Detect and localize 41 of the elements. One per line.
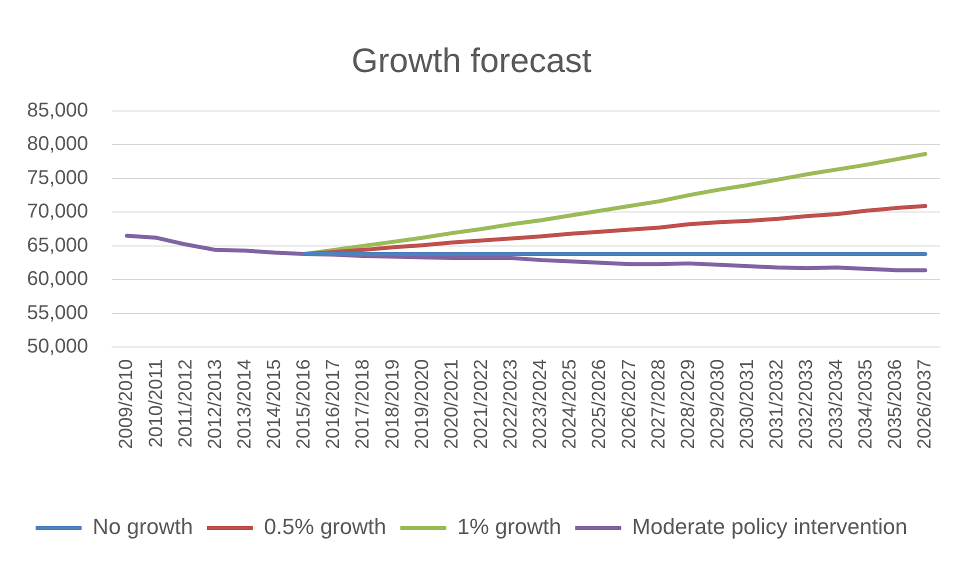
x-tick-label: 2018/2019: [382, 359, 404, 450]
y-tick-label: 65,000: [27, 234, 88, 256]
y-tick-label: 70,000: [27, 200, 88, 223]
x-tick-label: 2020/2021: [441, 359, 462, 450]
x-tick-label: 2010/2011: [146, 359, 167, 448]
x-tick-label: 2015/2016: [294, 359, 315, 450]
x-tick-label: 2023/2024: [530, 358, 552, 450]
x-tick-label: 2034/2035: [855, 359, 876, 450]
x-tick-label: 2017/2018: [352, 359, 374, 450]
x-tick-label: 2021/2022: [470, 359, 492, 450]
x-tick-label: 2024/2025: [560, 359, 581, 450]
x-tick-label: 2012/2013: [204, 359, 226, 450]
x-tick-label: 2011/2012: [175, 359, 196, 448]
x-tick-label: 2022/2023: [500, 359, 522, 450]
x-tick-label: 2030/2031: [737, 359, 758, 450]
x-tick-label: 2028/2029: [678, 359, 699, 450]
x-tick-label: 2035/2036: [884, 359, 906, 450]
x-tick-label: 2019/2020: [412, 359, 433, 450]
y-tick-label: 50,000: [27, 336, 88, 358]
legend-label: No growth: [92, 514, 193, 540]
x-tick-label: 2026/2037: [914, 359, 936, 450]
x-tick-label: 2031/2032: [766, 359, 788, 450]
x-tick-label: 2032/2033: [796, 359, 818, 450]
y-tick-label: 80,000: [27, 133, 88, 156]
x-tick-label: 2029/2030: [707, 359, 728, 450]
x-tick-label: 2033/2034: [826, 358, 847, 450]
legend-label: 1% growth: [457, 514, 562, 540]
x-tick-label: 2027/2028: [648, 359, 670, 450]
y-tick-label: 85,000: [27, 99, 88, 122]
y-tick-label: 60,000: [27, 268, 88, 290]
legend-label: 0.5% growth: [264, 514, 386, 540]
x-tick-label: 2016/2017: [323, 359, 344, 450]
x-tick-label: 2014/2015: [264, 359, 286, 450]
x-tick-label: 2026/2027: [618, 359, 640, 450]
x-tick-label: 2013/2014: [234, 358, 256, 450]
x-tick-label: 2025/2026: [589, 359, 610, 450]
y-tick-label: 55,000: [27, 302, 88, 324]
x-tick-label: 2009/2010: [116, 359, 138, 450]
legend-label: Moderate policy intervention: [632, 514, 908, 540]
chart-title: Growth forecast: [352, 42, 592, 80]
y-tick-label: 75,000: [27, 166, 88, 189]
